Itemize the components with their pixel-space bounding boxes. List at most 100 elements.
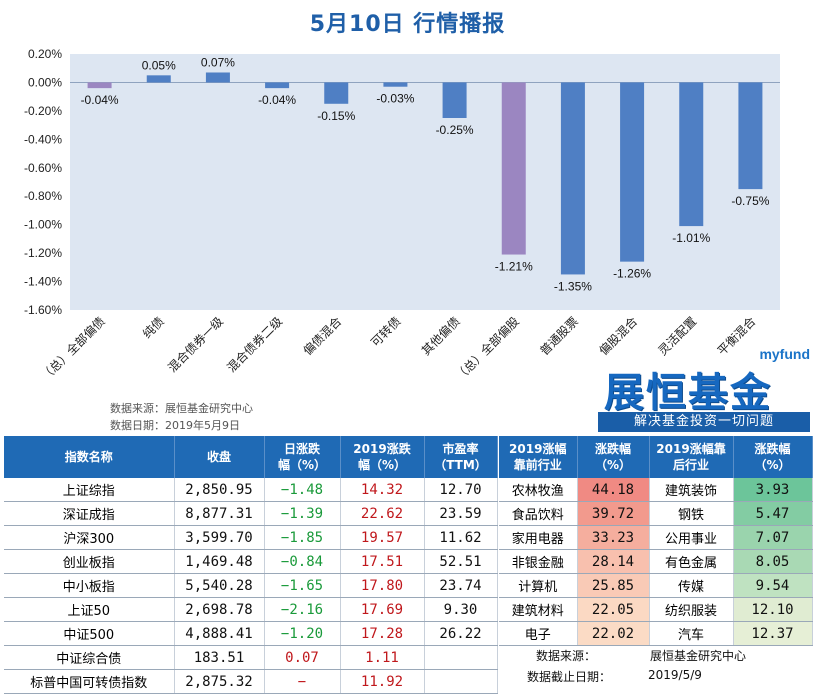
index-pe: 12.70 [424, 478, 498, 502]
table-row: 创业板指 1,469.48 −0.84 17.51 52.51 [4, 549, 498, 574]
bar-7 [442, 82, 467, 118]
bottom-industry-change: 8.05 [733, 549, 813, 574]
table-row: 上证综指 2,850.95 −1.48 14.32 12.70 [4, 478, 498, 502]
y-tick-label: -1.00% [24, 218, 62, 232]
top-industry-name: 食品饮料 [499, 501, 578, 526]
index-day-change: −1.39 [264, 501, 341, 526]
industry-header-2: 涨跌幅 （%） [577, 436, 650, 478]
top-industry-change: 22.02 [577, 621, 650, 646]
x-tick-label: 偏债混合 [300, 314, 345, 359]
y-tick-label: 0.20% [28, 47, 62, 61]
bottom-industry-name: 汽车 [649, 621, 734, 646]
bottom-industry-change: 3.93 [733, 478, 813, 502]
index-header-4: 2019涨跌 幅（%） [340, 436, 425, 478]
data-label: -1.01% [672, 231, 710, 245]
bar-8 [501, 82, 526, 255]
index-name: 沪深300 [4, 525, 175, 550]
index-ytd-change: 19.57 [340, 525, 425, 550]
index-name: 上证50 [4, 597, 175, 622]
top-industry-change: 28.14 [577, 549, 650, 574]
bar-4 [265, 82, 290, 89]
bar-chart: 0.20% 0.00% -0.20% -0.40% -0.60% -0.80% -1.00%… [24, 47, 780, 384]
table-row: 非银金融 28.14 有色金属 8.05 [499, 549, 813, 574]
bottom-industry-name: 传媒 [649, 573, 734, 598]
x-tick-label: 混合债券二级 [224, 314, 286, 376]
x-tick-label: 混合债券一级 [165, 314, 227, 376]
index-pe: 52.51 [424, 549, 498, 574]
index-header-3: 日涨跌 幅（%） [264, 436, 341, 478]
bottom-industry-change: 12.10 [733, 597, 813, 622]
data-label: -0.04% [81, 93, 119, 107]
top-industry-change: 33.23 [577, 525, 650, 550]
bottom-industry-change: 7.07 [733, 525, 813, 550]
plot-area [70, 54, 780, 310]
index-pe: 9.30 [424, 597, 498, 622]
index-name: 创业板指 [4, 549, 175, 574]
data-label: -0.03% [376, 92, 414, 106]
bottom-industry-change: 9.54 [733, 573, 813, 598]
chart-date: 数据日期：2019年5月9日 [110, 419, 240, 432]
index-day-change: −2.16 [264, 597, 341, 622]
index-close: 5,540.28 [174, 573, 265, 598]
data-label: -0.15% [317, 109, 355, 123]
index-name: 中证500 [4, 621, 175, 646]
index-pe: 11.62 [424, 525, 498, 550]
bar-6 [383, 82, 408, 87]
index-ytd-change: 17.51 [340, 549, 425, 574]
bottom-industry-change: 12.37 [733, 621, 813, 646]
y-tick-label: -0.60% [24, 161, 62, 175]
industry-table: 2019涨幅 靠前行业 涨跌幅 （%） 2019涨幅靠 后行业 涨跌幅 （%） 农林牧渔 44.… [499, 436, 813, 646]
table-row: 建筑材料 22.05 纺织服装 12.10 [499, 597, 813, 622]
page-title: 5月10日 行情播报 [309, 12, 506, 37]
index-ytd-change: 22.62 [340, 501, 425, 526]
bottom-industry-name: 公用事业 [649, 525, 734, 550]
myfund-logo: myfund 展恒基金 解决基金投资一切问题 [598, 346, 810, 432]
index-ytd-change: 1.11 [340, 645, 425, 670]
index-ytd-change: 17.69 [340, 597, 425, 622]
bar-9 [560, 82, 585, 275]
top-industry-change: 25.85 [577, 573, 650, 598]
x-tick-label: 普通股票 [537, 314, 581, 358]
index-pe: 23.59 [424, 501, 498, 526]
top-industry-name: 计算机 [499, 573, 578, 598]
top-industry-change: 22.05 [577, 597, 650, 622]
top-industry-change: 39.72 [577, 501, 650, 526]
data-label: -0.75% [731, 194, 769, 208]
index-pe: 26.22 [424, 621, 498, 646]
top-industry-name: 电子 [499, 621, 578, 646]
index-table: 指数名称 收盘 日涨跌 幅（%） 2019涨跌 幅（%） 市盈率 （TTM） 上证综指 2,85… [4, 436, 498, 694]
bar-2 [146, 75, 171, 83]
top-industry-change: 44.18 [577, 478, 650, 502]
industry-header-4: 涨跌幅 （%） [733, 436, 813, 478]
index-header-1: 指数名称 [4, 436, 175, 478]
y-tick-label: -1.40% [24, 275, 62, 289]
index-close: 3,599.70 [174, 525, 265, 550]
data-label: -1.35% [554, 279, 592, 293]
index-day-change: −0.84 [264, 549, 341, 574]
index-day-change: −1.85 [264, 525, 341, 550]
y-tick-label: 0.00% [28, 75, 62, 89]
top-industry-name: 农林牧渔 [499, 478, 578, 502]
index-pe [424, 645, 498, 670]
industry-header-1: 2019涨幅 靠前行业 [499, 436, 578, 478]
table-row: 沪深300 3,599.70 −1.85 19.57 11.62 [4, 525, 498, 550]
bottom-industry-name: 纺织服装 [649, 597, 734, 622]
index-header-2: 收盘 [174, 436, 265, 478]
index-pe: 23.74 [424, 573, 498, 598]
table-row: 中小板指 5,540.28 −1.65 17.80 23.74 [4, 573, 498, 598]
table-row: 食品饮料 39.72 钢铁 5.47 [499, 501, 813, 526]
footer-source-value: 展恒基金研究中心 [650, 649, 747, 663]
data-label: 0.07% [201, 55, 235, 69]
index-name: 中证综合债 [4, 645, 175, 670]
table-row: 家用电器 33.23 公用事业 7.07 [499, 525, 813, 550]
x-tick-label: 其他偏债 [418, 314, 463, 359]
x-tick-label: 可转债 [367, 314, 403, 350]
y-tick-label: -0.20% [24, 104, 62, 118]
chart-source: 数据来源：展恒基金研究中心 [110, 402, 253, 415]
index-ytd-change: 14.32 [340, 478, 425, 502]
index-close: 183.51 [174, 645, 265, 670]
bar-1 [87, 82, 112, 89]
index-ytd-change: 17.28 [340, 621, 425, 646]
footer-date-value: 2019/5/9 [648, 668, 702, 682]
logo-sub-text: myfund [759, 346, 810, 362]
